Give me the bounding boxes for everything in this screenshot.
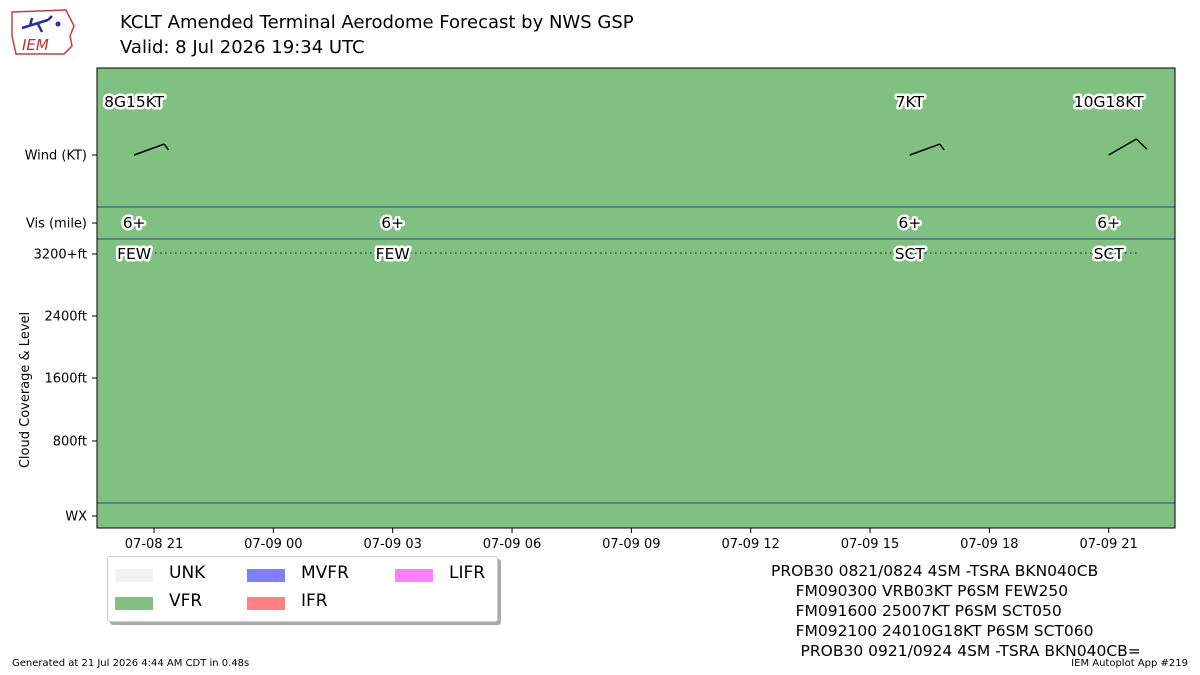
cloud-label-halo: SCT <box>1094 245 1125 263</box>
plot-frame <box>96 67 1176 529</box>
visibility-label-halo: 6+ <box>1097 214 1120 232</box>
wind-label: 7KT <box>896 93 925 111</box>
y-tick-label: Vis (mile) <box>26 217 87 232</box>
x-tick-label: 07-09 00 <box>244 537 302 552</box>
cloud-label-halo: FEW <box>376 245 410 263</box>
x-tick-label: 07-09 15 <box>841 537 899 552</box>
cloud-label: FEW <box>376 245 410 263</box>
visibility-label: 6+ <box>1097 214 1120 232</box>
x-tick-label: 07-09 09 <box>602 537 660 552</box>
cloud-label: SCT <box>895 245 926 263</box>
y-tick-label: 2400ft <box>44 310 87 325</box>
wind-barb-feather <box>163 143 170 151</box>
cloud-label-halo: FEW <box>117 245 151 263</box>
visibility-label-halo: 6+ <box>123 214 146 232</box>
taf-raw-text: PROB30 0821/0824 4SM -TSRA BKN040CB FM09… <box>771 561 1141 661</box>
y-axis-label: Cloud Coverage & Level <box>18 312 33 468</box>
legend: UNK MVFR LIFR VFR IFR <box>107 556 498 622</box>
y-tick-label: 1600ft <box>44 372 87 387</box>
logo-text: IEM <box>22 36 49 54</box>
wind-label-halo: 7KT <box>896 93 925 111</box>
taf-line: FM092100 24010G18KT P6SM SCT060 <box>771 622 1094 640</box>
wind-barbs <box>133 138 1148 156</box>
x-tick-label: 07-09 03 <box>363 537 421 552</box>
legend-swatch-unk <box>115 569 153 582</box>
x-tick-label: 07-08 21 <box>125 537 183 552</box>
taf-line: PROB30 0821/0824 4SM -TSRA BKN040CB <box>771 562 1099 580</box>
y-tick-label: 800ft <box>53 435 87 450</box>
wind-barb-feather <box>939 143 945 151</box>
x-tick-label: 07-09 18 <box>960 537 1018 552</box>
x-axis: 07-08 21 07-09 00 07-09 03 07-09 06 07-09 09… <box>125 528 1138 552</box>
wind-label-halo: 10G18KT <box>1074 93 1144 111</box>
visibility-label-halo: 6+ <box>381 214 404 232</box>
cloud-label-halo: SCT <box>895 245 926 263</box>
wind-barb-staff <box>1108 138 1137 156</box>
wind-barb-feather <box>1135 138 1148 150</box>
y-tick-label: Wind (KT) <box>25 149 87 164</box>
legend-swatch-lifr <box>395 569 433 582</box>
visibility-label: 6+ <box>381 214 404 232</box>
row-dividers <box>97 206 1175 504</box>
chart-subtitle: Valid: 8 Jul 2026 19:34 UTC <box>120 37 365 58</box>
visibility-label: 6+ <box>898 214 921 232</box>
taf-line: FM090300 VRB03KT P6SM FEW250 <box>771 582 1069 600</box>
wind-label: 8G15KT <box>104 93 165 111</box>
wind-label: 10G18KT <box>1074 93 1144 111</box>
visibility-label: 6+ <box>123 214 146 232</box>
footer-generated: Generated at 21 Jul 2026 4:44 AM CDT in … <box>12 658 250 669</box>
iowa-outline-icon <box>11 9 75 55</box>
y-tick-label: WX <box>65 510 87 525</box>
y-axis: Wind (KT) Vis (mile) 3200+ft 2400ft 1600ft 80… <box>25 149 97 525</box>
chart-title: KCLT Amended Terminal Aerodome Forecast … <box>120 12 634 33</box>
legend-swatch-ifr <box>247 597 285 610</box>
taf-line: FM091600 25007KT P6SM SCT050 <box>771 602 1062 620</box>
wind-barb-staff <box>909 143 941 156</box>
y-tick-label: 3200+ft <box>34 248 87 263</box>
vfr-background <box>97 68 1175 528</box>
iem-logo: IEM <box>11 9 75 55</box>
x-tick-label: 07-09 12 <box>721 537 779 552</box>
legend-swatch-vfr <box>115 597 153 610</box>
wind-label-halo: 8G15KT <box>104 93 165 111</box>
cloud-label: FEW <box>117 245 151 263</box>
wind-barb-staff <box>133 143 165 156</box>
visibility-label-halo: 6+ <box>898 214 921 232</box>
taf-line: PROB30 0921/0924 4SM -TSRA BKN040CB= <box>771 642 1141 660</box>
weather-vane-icon <box>21 15 53 33</box>
footer-app: IEM Autoplot App #219 <box>1071 658 1188 669</box>
x-tick-label: 07-09 06 <box>483 537 541 552</box>
cloud-label: SCT <box>1094 245 1125 263</box>
x-tick-label: 07-09 21 <box>1079 537 1137 552</box>
legend-swatch-mvfr <box>247 569 285 582</box>
